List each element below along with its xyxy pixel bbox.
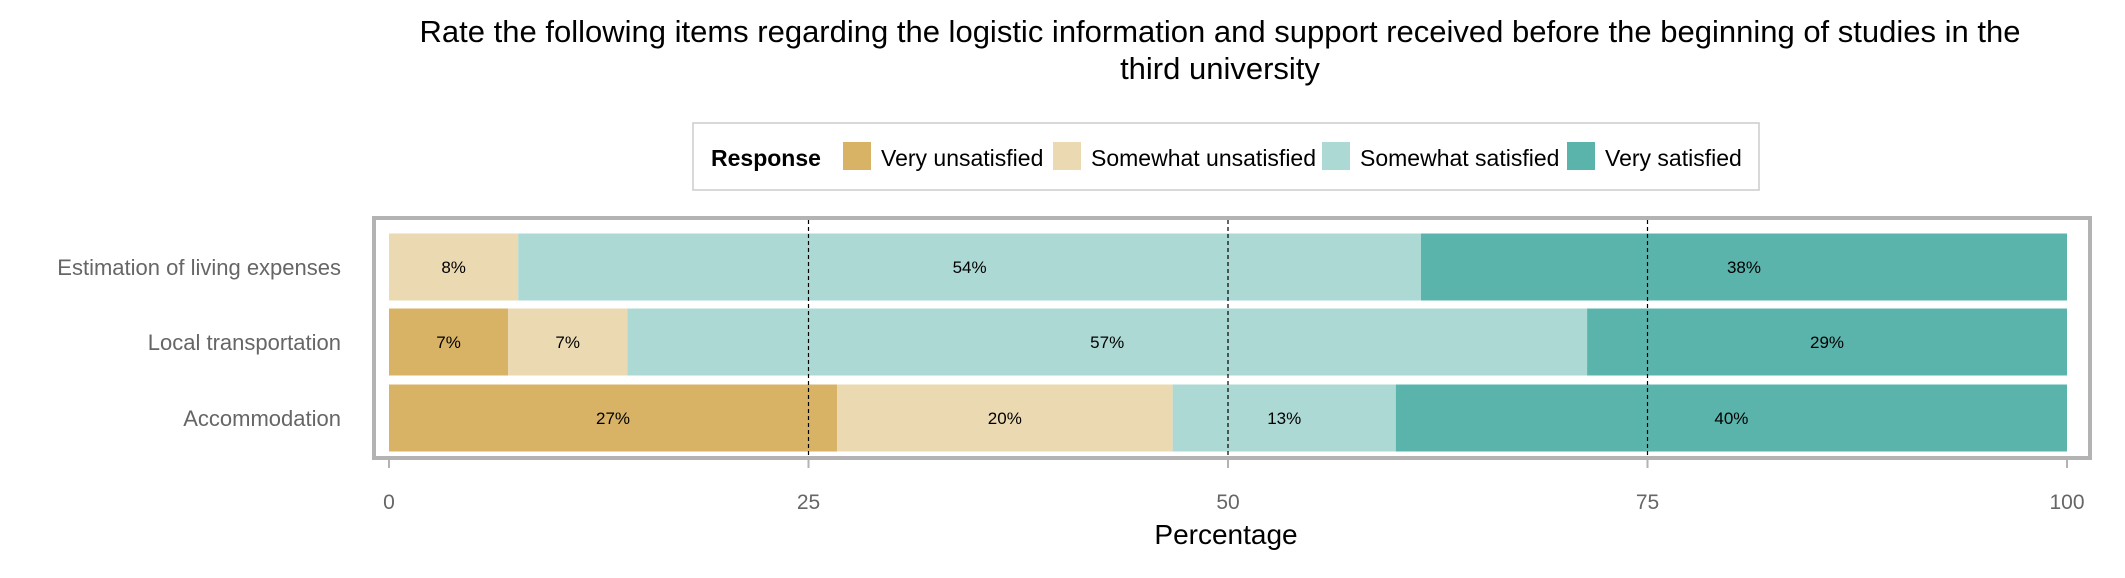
bar-value-label: 27%: [596, 409, 630, 428]
x-axis-title: Percentage: [1154, 519, 1297, 550]
bar-value-label: 38%: [1727, 258, 1761, 277]
x-tick-label: 100: [2049, 491, 2084, 514]
bar-value-label: 13%: [1267, 409, 1301, 428]
legend-entry: Somewhat satisfied: [1360, 145, 1559, 171]
legend-key: [1053, 142, 1081, 170]
bar-value-label: 57%: [1090, 333, 1124, 352]
chart-title-line-2: third university: [1120, 51, 1320, 86]
chart-title-line-1: Rate the following items regarding the l…: [420, 14, 2021, 49]
category-label: Estimation of living expenses: [57, 255, 341, 280]
bar-value-label: 29%: [1810, 333, 1844, 352]
bar-segment: [518, 233, 1421, 301]
legend-entry: Somewhat unsatisfied: [1091, 145, 1316, 171]
bar-value-label: 40%: [1714, 409, 1748, 428]
bars: [389, 233, 2067, 452]
category-labels: Estimation of living expenses Local trans…: [57, 255, 341, 431]
bar-segment: [837, 384, 1173, 452]
x-tick-label: 50: [1216, 491, 1239, 514]
legend-key: [1322, 142, 1350, 170]
legend-title: Response: [711, 145, 821, 171]
bar-segment: [1395, 384, 2067, 452]
bar-value-label: 7%: [436, 333, 461, 352]
category-label: Local transportation: [148, 330, 341, 355]
category-label: Accommodation: [183, 406, 341, 431]
x-tick-label: 0: [383, 491, 395, 514]
panel-border: [372, 216, 2092, 460]
legend: Response Very unsatisfied Somewhat unsati…: [692, 122, 1760, 191]
bar-value-label: 8%: [441, 258, 466, 277]
bar-segment: [1420, 233, 2067, 301]
legend-entry: Very satisfied: [1605, 145, 1742, 171]
bar-value-label: 7%: [555, 333, 580, 352]
bar-segment: [389, 384, 838, 452]
bar-labels: 8% 54% 38% 7% 7% 57% 29% 27% 20% 13% 40%: [436, 258, 1844, 428]
bar-segment: [1172, 384, 1396, 452]
x-tick-label: 25: [797, 491, 820, 514]
legend-key: [843, 142, 871, 170]
bar-value-label: 20%: [988, 409, 1022, 428]
bar-value-label: 54%: [953, 258, 987, 277]
bar-segment: [1587, 308, 2067, 376]
bar-segment: [627, 308, 1588, 376]
x-axis-ticks: 0 25 50 75 100: [383, 460, 2085, 514]
bar-segment: [389, 233, 519, 301]
bar-segment: [508, 308, 628, 376]
x-tick-label: 75: [1636, 491, 1659, 514]
bar-segment: [389, 308, 509, 376]
legend-entry: Very unsatisfied: [881, 145, 1043, 171]
gridlines: [807, 220, 1649, 456]
legend-key: [1567, 142, 1595, 170]
